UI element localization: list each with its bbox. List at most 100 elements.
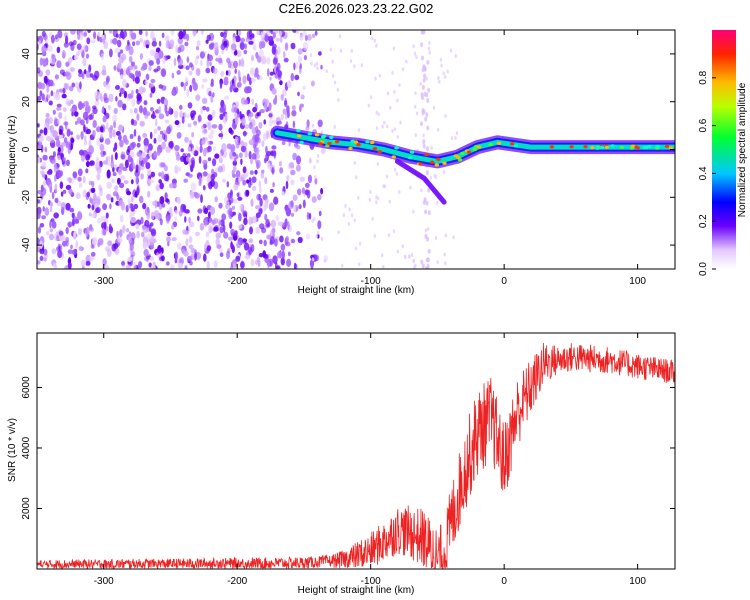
noise-speckle <box>229 221 233 229</box>
noise-speckle <box>200 107 203 115</box>
colorbar-tick-label: 0.8 <box>698 70 709 84</box>
noise-speckle <box>234 136 239 145</box>
noise-speckle <box>226 57 231 64</box>
noise-speckle <box>102 65 106 73</box>
noise-speckle <box>38 135 44 143</box>
noise-speckle <box>280 243 286 251</box>
signal-ridge <box>270 125 675 205</box>
noise-speckle <box>357 195 360 200</box>
noise-speckle <box>131 162 136 170</box>
noise-speckle <box>244 99 249 105</box>
noise-speckle <box>218 248 223 253</box>
noise-speckle <box>248 121 253 130</box>
noise-speckle <box>264 34 269 43</box>
noise-speckle <box>107 240 113 247</box>
ridge-hotspot <box>488 143 493 147</box>
noise-speckle <box>111 178 115 184</box>
noise-speckle <box>161 32 165 39</box>
noise-speckle <box>63 121 69 126</box>
noise-speckle <box>315 234 318 239</box>
noise-speckle <box>87 203 91 209</box>
noise-speckle <box>176 132 182 139</box>
noise-speckle <box>257 75 263 81</box>
noise-speckle <box>229 150 234 160</box>
noise-speckle <box>116 193 120 201</box>
noise-speckle <box>43 75 48 84</box>
noise-speckle <box>49 138 55 144</box>
noise-speckle <box>256 193 262 201</box>
ridge-hotspot <box>590 146 595 150</box>
noise-speckle <box>449 48 453 53</box>
ridge-hotspot <box>418 162 423 166</box>
noise-speckle <box>165 40 171 49</box>
noise-speckle <box>420 55 424 61</box>
noise-speckle <box>306 211 310 221</box>
ridge-hotspot <box>296 129 301 133</box>
noise-speckle <box>255 226 260 234</box>
noise-speckle <box>199 223 205 231</box>
noise-speckle <box>222 224 226 233</box>
noise-speckle <box>228 210 233 220</box>
noise-speckle <box>176 70 181 75</box>
noise-speckle <box>395 171 399 176</box>
ridge-hotspot <box>334 140 340 144</box>
noise-speckle <box>135 223 140 230</box>
noise-speckle <box>182 64 186 70</box>
noise-speckle <box>185 156 190 162</box>
noise-speckle <box>232 36 236 44</box>
noise-speckle <box>393 89 396 94</box>
noise-speckle <box>207 145 212 153</box>
noise-speckle <box>210 173 216 181</box>
noise-speckle <box>171 224 175 230</box>
noise-speckle <box>109 48 113 58</box>
noise-speckle <box>49 201 54 207</box>
noise-speckle <box>427 248 431 254</box>
noise-speckle <box>221 213 227 221</box>
noise-speckle <box>264 177 268 185</box>
noise-speckle <box>230 228 236 236</box>
noise-speckle <box>64 71 70 77</box>
noise-speckle <box>424 266 428 269</box>
ridge-hotspot <box>513 144 519 148</box>
noise-speckle <box>270 219 276 228</box>
noise-speckle <box>158 113 165 120</box>
noise-speckle <box>76 43 82 50</box>
noise-speckle <box>253 72 258 78</box>
noise-speckle <box>37 95 42 102</box>
bottom-x-axis-label: Height of straight line (km) <box>298 585 415 596</box>
noise-speckle <box>119 175 126 180</box>
noise-speckle <box>198 156 202 164</box>
noise-speckle <box>57 146 61 153</box>
noise-speckle <box>149 131 153 140</box>
noise-speckle <box>129 250 136 256</box>
noise-speckle <box>274 64 277 74</box>
noise-speckle <box>286 258 292 267</box>
noise-speckle <box>353 218 357 223</box>
noise-speckle <box>62 107 67 112</box>
noise-speckle <box>142 226 149 233</box>
noise-speckle <box>65 202 71 211</box>
noise-speckle <box>133 203 139 210</box>
noise-speckle <box>56 46 61 53</box>
noise-speckle <box>295 61 299 70</box>
noise-speckle <box>215 237 220 246</box>
noise-speckle <box>238 212 242 222</box>
noise-speckle <box>298 204 302 209</box>
noise-speckle <box>89 227 94 232</box>
noise-speckle <box>153 68 159 73</box>
noise-speckle <box>119 92 122 97</box>
noise-speckle <box>94 90 100 100</box>
noise-speckle <box>81 103 85 109</box>
noise-speckle <box>193 120 198 126</box>
noise-speckle <box>267 260 270 269</box>
noise-speckle <box>386 91 390 96</box>
noise-speckle <box>189 261 193 266</box>
noise-speckle <box>51 34 55 44</box>
noise-speckle <box>65 98 72 106</box>
noise-speckle <box>256 30 260 35</box>
noise-speckle <box>228 127 233 134</box>
noise-speckle <box>243 130 247 137</box>
noise-speckle <box>50 90 54 97</box>
noise-speckle <box>203 128 207 134</box>
noise-speckle <box>230 43 237 51</box>
